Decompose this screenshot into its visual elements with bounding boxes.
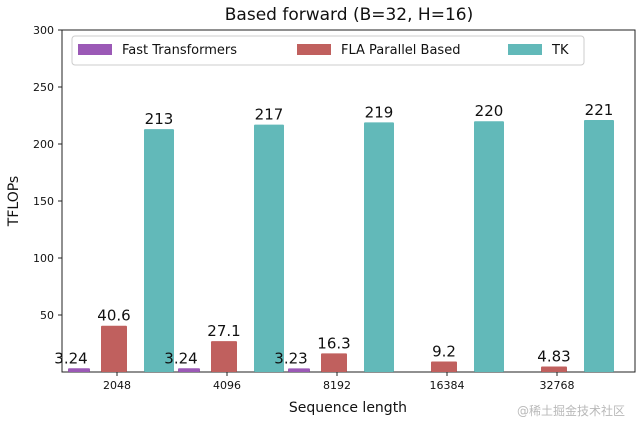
bar-1-1 (211, 341, 237, 372)
x-axis-label: Sequence length (289, 400, 407, 416)
bars (68, 120, 614, 373)
bar-1-4 (541, 366, 567, 372)
legend-swatch-0 (78, 44, 112, 55)
legend-label-2: TK (551, 43, 569, 58)
bar-1-2 (321, 353, 347, 372)
data-label: 40.6 (97, 307, 130, 325)
y-axis: 50 100 150 200 250 300 (33, 24, 62, 322)
y-tick-label: 200 (33, 138, 54, 151)
bar-0-2 (288, 368, 310, 372)
data-label: 217 (255, 106, 284, 124)
bar-0-1 (178, 368, 200, 372)
legend-label-1: FLA Parallel Based (341, 43, 460, 58)
bar-0-0 (68, 368, 90, 372)
data-label: 3.24 (164, 349, 197, 367)
bar-1-3 (431, 361, 457, 372)
x-axis: 2048 4096 8192 16384 32768 (103, 372, 575, 392)
y-tick-label: 100 (33, 252, 54, 265)
y-tick-label: 50 (40, 309, 54, 322)
x-tick-label: 2048 (103, 379, 131, 392)
legend-swatch-1 (297, 44, 331, 55)
bar-1-0 (101, 325, 127, 372)
bar-2-0 (144, 129, 174, 372)
data-label: 3.24 (54, 349, 87, 367)
x-tick-label: 8192 (323, 379, 351, 392)
data-label: 3.23 (274, 349, 307, 367)
data-label: 220 (475, 102, 504, 120)
x-tick-label: 4096 (213, 379, 241, 392)
bar-2-2 (364, 122, 394, 372)
data-label: 27.1 (207, 322, 240, 340)
bar-2-1 (254, 124, 284, 373)
legend-label-0: Fast Transformers (122, 43, 237, 58)
data-label: 9.2 (432, 343, 456, 361)
data-labels: 3.24 40.6 213 3.24 27.1 217 3.23 16.3 219 9.2 220 4… (54, 101, 613, 367)
data-label: 219 (365, 103, 394, 121)
data-label: 221 (585, 101, 614, 119)
y-tick-label: 300 (33, 24, 54, 37)
y-tick-label: 250 (33, 81, 54, 94)
legend: Fast Transformers FLA Parallel Based TK (71, 35, 585, 66)
y-tick-label: 150 (33, 195, 54, 208)
data-label: 16.3 (317, 334, 350, 352)
chart-title: Based forward (B=32, H=16) (225, 5, 473, 25)
data-label: 213 (145, 110, 174, 128)
x-tick-label: 32768 (540, 379, 575, 392)
y-axis-label: TFLOPs (6, 176, 22, 227)
bar-2-4 (584, 120, 614, 372)
bar-2-3 (474, 121, 504, 372)
legend-swatch-2 (508, 44, 542, 55)
data-label: 4.83 (537, 347, 570, 365)
watermark: @稀土掘金技术社区 (517, 404, 626, 418)
x-tick-label: 16384 (430, 379, 465, 392)
